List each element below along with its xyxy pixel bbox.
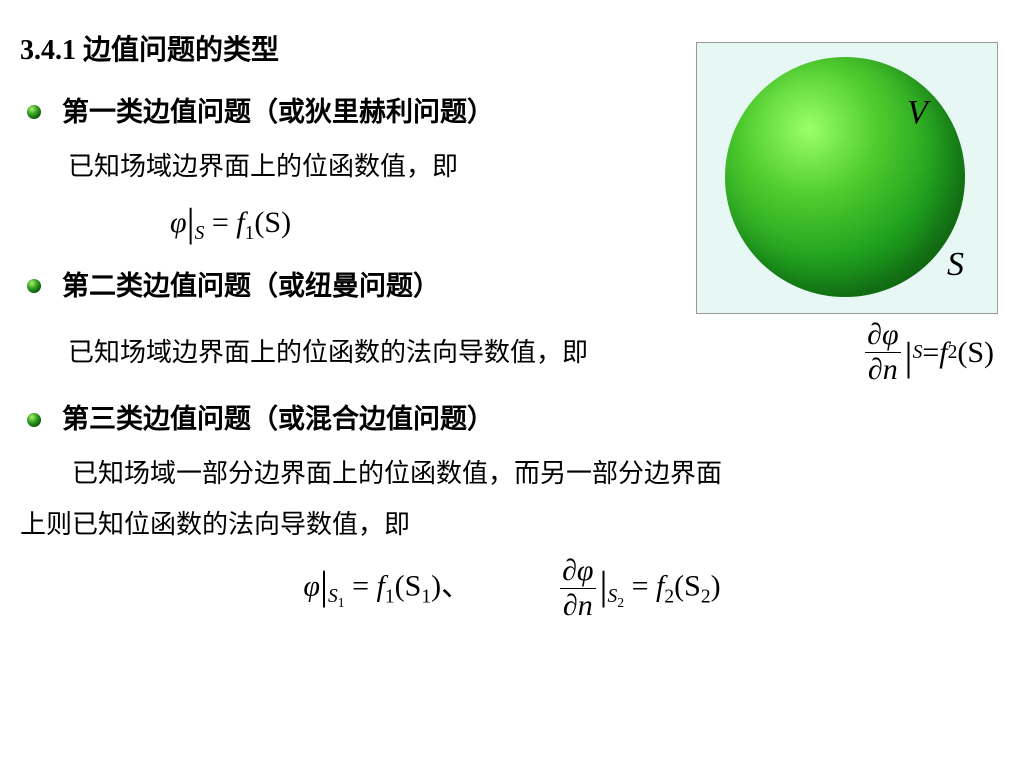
sym-n: n	[883, 353, 898, 386]
sym-phi: φ	[882, 318, 899, 351]
line-3a: 已知场域一部分边界面上的位函数值，而另一部分边界面	[20, 454, 1004, 493]
sym-phi: φ	[303, 569, 320, 602]
sym-f: f	[377, 569, 385, 602]
sub-S: S	[195, 223, 205, 244]
bullet-3-text: 第三类边值问题（或混合边值问题）	[62, 399, 494, 440]
sub-1: 1	[245, 223, 255, 244]
sub-S2: S2	[608, 586, 625, 607]
fraction-dphi-dn: ∂φ ∂n	[864, 320, 901, 385]
figure-region-sphere: V S	[696, 42, 998, 314]
sub-S: S	[913, 338, 923, 367]
top-row: 第一类边值问题（或狄里赫利问题） 已知场域边界面上的位函数值，即 φ|S = f…	[20, 92, 1004, 320]
bullet-item-3: 第三类边值问题（或混合边值问题）	[20, 399, 1004, 440]
sym-eq: =	[204, 206, 236, 239]
arg-open: (S	[395, 569, 422, 602]
sym-bar: |	[320, 563, 328, 608]
sym-eq: =	[922, 330, 939, 375]
sym-partial: ∂	[867, 318, 882, 351]
sphere-bullet-icon	[26, 412, 42, 428]
line-2-row: 已知场域边界面上的位函数的法向导数值，即 ∂φ ∂n |S = f2(S)	[20, 320, 1004, 385]
sphere-bullet-icon	[26, 278, 42, 294]
sym-phi: φ	[170, 206, 187, 239]
sym-bar: |	[600, 563, 608, 608]
figure-label-S: S	[947, 239, 964, 290]
sym-f: f	[939, 330, 947, 375]
arg-open: (S	[674, 569, 701, 602]
arg-sub-2: 2	[701, 586, 711, 607]
sphere-bullet-icon	[26, 104, 42, 120]
sub-S: S	[328, 586, 338, 607]
bullet-item-1: 第一类边值问题（或狄里赫利问题）	[20, 92, 696, 133]
left-column: 第一类边值问题（或狄里赫利问题） 已知场域边界面上的位函数值，即 φ|S = f…	[20, 92, 696, 320]
arg-close: )	[431, 569, 441, 602]
bullet-item-2: 第二类边值问题（或纽曼问题）	[20, 266, 696, 307]
bullet-2-text: 第二类边值问题（或纽曼问题）	[62, 266, 440, 307]
sub-1: 1	[385, 586, 395, 607]
sym-bar: |	[187, 200, 195, 245]
figure-label-V: V	[907, 87, 928, 138]
bullet-1-text: 第一类边值问题（或狄里赫利问题）	[62, 92, 494, 133]
formula-2: ∂φ ∂n |S = f2(S)	[861, 320, 994, 385]
arg-sub-1: 1	[421, 586, 431, 607]
sub-1: 1	[338, 595, 345, 610]
separator: 、	[441, 569, 471, 602]
arg-S: (S)	[957, 330, 994, 375]
arg-S: (S)	[254, 206, 291, 239]
line-2: 已知场域边界面上的位函数的法向导数值，即	[20, 333, 588, 372]
formula-3: φ|S1 = f1(S1)、 ∂φ ∂n |S2 = f2(S2)	[20, 556, 1004, 621]
sym-partial: ∂	[562, 554, 577, 587]
sym-bar: |	[905, 343, 913, 371]
line-1: 已知场域边界面上的位函数值，即	[20, 147, 696, 186]
sym-eq: =	[345, 569, 377, 602]
sphere-graphic	[725, 57, 965, 297]
sym-f: f	[236, 206, 244, 239]
sub-2: 2	[948, 338, 958, 367]
sub-S: S	[608, 586, 618, 607]
formula-1: φ|S = f1(S)	[20, 200, 696, 248]
sub-S1: S1	[328, 586, 345, 607]
line-3b: 上则已知位函数的法向导数值，即	[20, 505, 1004, 544]
sym-partial: ∂	[868, 353, 883, 386]
sym-partial: ∂	[563, 589, 578, 622]
arg-close: )	[711, 569, 721, 602]
sym-phi: φ	[577, 554, 594, 587]
fraction-dphi-dn: ∂φ ∂n	[559, 556, 596, 621]
sym-eq: =	[624, 569, 656, 602]
sub-2: 2	[664, 586, 674, 607]
sym-n: n	[578, 589, 593, 622]
